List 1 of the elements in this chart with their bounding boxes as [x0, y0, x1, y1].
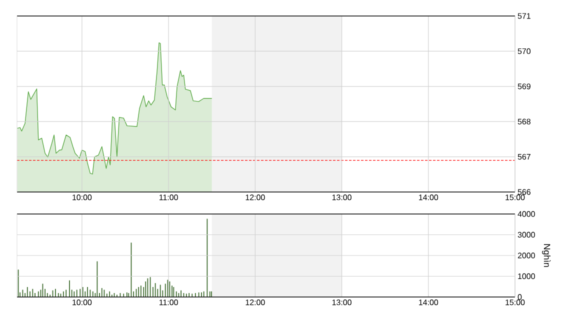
y-axis-title: Nghìn [542, 244, 551, 267]
